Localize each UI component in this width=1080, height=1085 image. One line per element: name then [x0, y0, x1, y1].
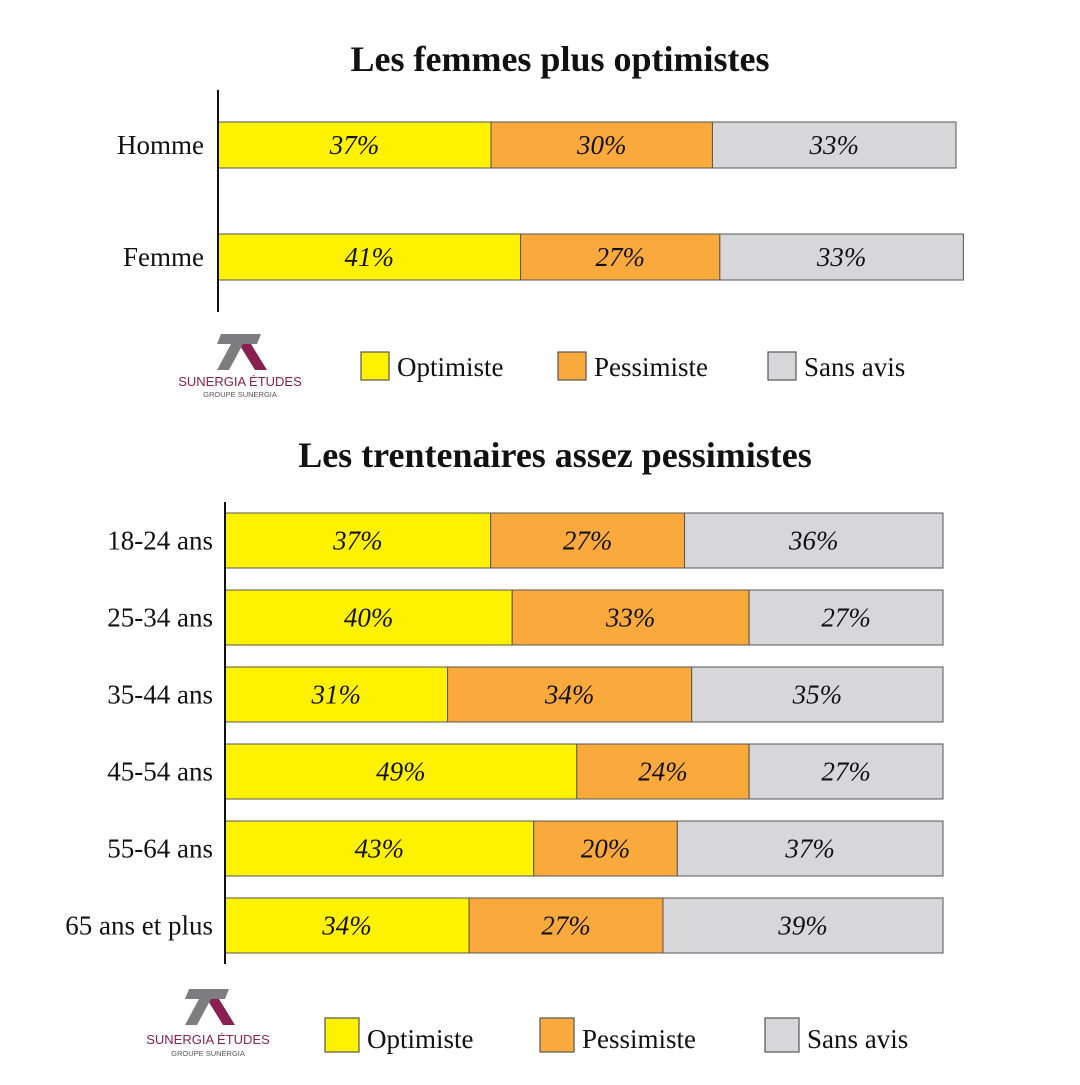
- data-label: 43%: [355, 834, 405, 864]
- data-label: 34%: [544, 680, 595, 710]
- data-label: 27%: [541, 911, 591, 941]
- bar-segment-pessimiste: [490, 121, 713, 169]
- legend-label-pessimiste: Pessimiste: [594, 352, 708, 382]
- category-label: Homme: [117, 130, 204, 160]
- legend-label-sans-avis: Sans avis: [807, 1024, 908, 1054]
- data-label: 37%: [332, 526, 383, 556]
- category-label: 18-24 ans: [107, 526, 213, 556]
- bar-segment-sans-avis: [711, 121, 957, 169]
- bar-segment-optimiste: [217, 121, 492, 169]
- bar-segment-sans-avis: [691, 666, 944, 723]
- bar-segment-pessimiste: [576, 743, 750, 800]
- category-label: 35-44 ans: [107, 680, 213, 710]
- data-label: 39%: [777, 911, 828, 941]
- category-label: Femme: [123, 242, 204, 272]
- bar-segment-pessimiste: [520, 233, 721, 281]
- bar-segment-pessimiste: [533, 820, 678, 877]
- data-label: 36%: [788, 526, 839, 556]
- data-label: 37%: [784, 834, 835, 864]
- category-label: 55-64 ans: [107, 834, 213, 864]
- chart-2-legend: Optimiste Pessimiste Sans avis: [324, 1017, 908, 1054]
- data-label: 27%: [563, 526, 613, 556]
- bar-segment-sans-avis: [748, 743, 944, 800]
- logo-group: GROUPE SUNERGIA: [171, 1049, 245, 1058]
- chart-2-plot: 18-24 ans 37% 27% 36% 25-34 ans 40% 33% 27% 35-4…: [65, 512, 944, 954]
- bar-segment-sans-avis: [676, 820, 944, 877]
- legend-label-optimiste: Optimiste: [397, 352, 504, 382]
- sunergia-mark-icon: [185, 989, 235, 1025]
- legend-swatch-optimiste: [324, 1017, 360, 1053]
- sunergia-logo-2: SUNERGIA ÉTUDES GROUPE SUNERGIA: [146, 989, 270, 1058]
- bar-segment-pessimiste: [468, 897, 664, 954]
- data-label: 41%: [345, 242, 395, 272]
- bar-segment-sans-avis: [662, 897, 944, 954]
- data-label: 33%: [605, 603, 656, 633]
- legend-swatch-sans-avis: [764, 1017, 800, 1053]
- data-label: 35%: [792, 680, 843, 710]
- bar-segment-optimiste: [217, 233, 522, 281]
- data-label: 27%: [595, 242, 645, 272]
- data-label: 33%: [808, 130, 859, 160]
- data-label: 40%: [344, 603, 394, 633]
- data-label: 31%: [311, 680, 362, 710]
- chart-1-title: Les femmes plus optimistes: [351, 39, 770, 79]
- bar-segment-pessimiste: [511, 589, 750, 646]
- data-label: 20%: [581, 834, 631, 864]
- legend-label-pessimiste: Pessimiste: [582, 1024, 696, 1054]
- bar-segment-optimiste: [224, 897, 470, 954]
- legend-swatch-sans-avis: [767, 351, 797, 381]
- data-label: 49%: [376, 757, 426, 787]
- data-label: 27%: [821, 603, 871, 633]
- legend-swatch-pessimiste: [539, 1017, 575, 1053]
- bar-segment-pessimiste: [447, 666, 693, 723]
- chart-1-legend: Optimiste Pessimiste Sans avis: [360, 351, 905, 382]
- bar-segment-sans-avis: [684, 512, 944, 569]
- logo-group: GROUPE SUNERGIA: [203, 390, 277, 399]
- logo-name: SUNERGIA ÉTUDES: [146, 1032, 270, 1047]
- legend-label-optimiste: Optimiste: [367, 1024, 474, 1054]
- data-label: 30%: [576, 130, 627, 160]
- sunergia-mark-icon: [217, 334, 267, 370]
- data-label: 27%: [821, 757, 871, 787]
- category-label: 45-54 ans: [107, 757, 213, 787]
- bar-segment-pessimiste: [490, 512, 686, 569]
- category-label: 25-34 ans: [107, 603, 213, 633]
- data-label: 33%: [816, 242, 867, 272]
- legend-label-sans-avis: Sans avis: [804, 352, 905, 382]
- data-label: 34%: [321, 911, 372, 941]
- bar-segment-optimiste: [224, 820, 535, 877]
- logo-name: SUNERGIA ÉTUDES: [178, 374, 302, 389]
- bar-segment-sans-avis: [719, 233, 964, 281]
- bar-segment-optimiste: [224, 743, 578, 800]
- data-label: 24%: [638, 757, 688, 787]
- sunergia-logo-1: SUNERGIA ÉTUDES GROUPE SUNERGIA: [178, 334, 302, 399]
- chart-2-title: Les trentenaires assez pessimistes: [298, 435, 812, 475]
- bar-segment-optimiste: [224, 589, 513, 646]
- legend-swatch-pessimiste: [557, 351, 587, 381]
- data-label: 37%: [329, 130, 380, 160]
- chart-1-plot: Homme 37% 30% 33% Femme 41% 27% 33%: [117, 121, 964, 281]
- bar-segment-sans-avis: [748, 589, 944, 646]
- legend-swatch-optimiste: [360, 351, 390, 381]
- category-label: 65 ans et plus: [65, 911, 213, 941]
